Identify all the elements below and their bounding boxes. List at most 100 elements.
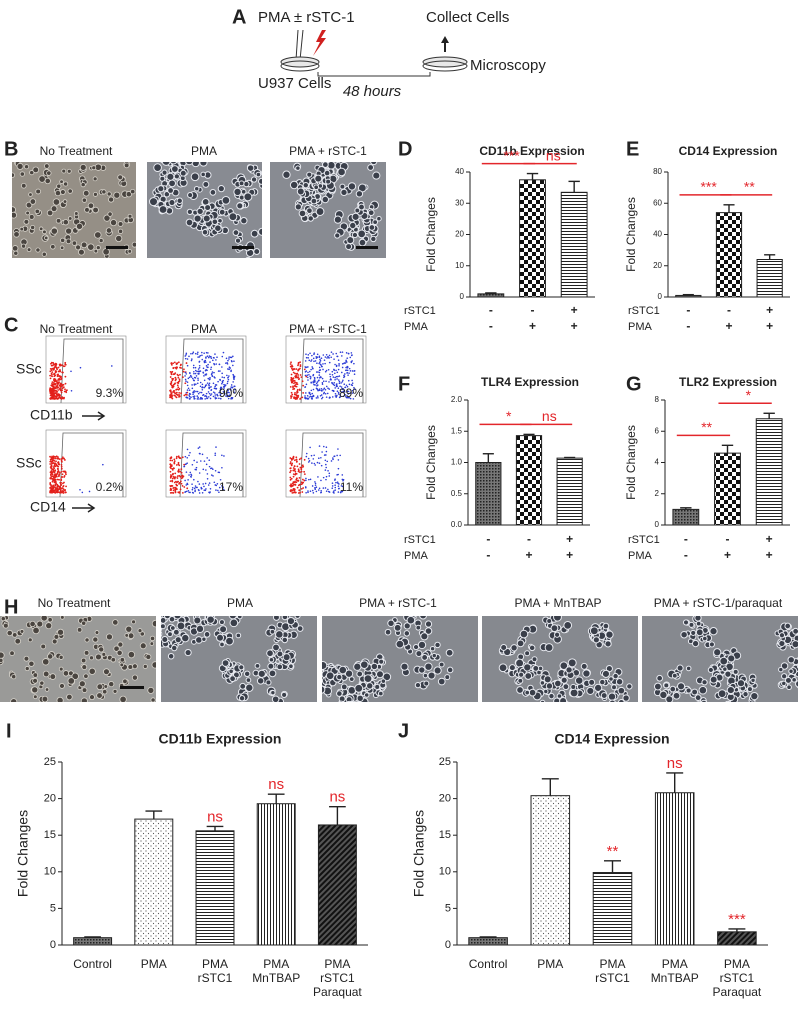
cell: [736, 679, 746, 688]
event: [304, 371, 307, 373]
cell: [612, 672, 619, 680]
event: [50, 361, 53, 364]
event: [206, 369, 208, 372]
cell: [358, 701, 359, 702]
event: [61, 364, 63, 367]
event: [314, 482, 317, 485]
event: [199, 385, 202, 388]
event: [171, 397, 174, 400]
flow-plot: 17%: [165, 429, 247, 498]
event: [348, 367, 351, 370]
event: [56, 471, 59, 473]
event: [175, 378, 177, 381]
cell: [288, 663, 294, 670]
cell: [34, 208, 40, 215]
event: [214, 353, 216, 355]
cell: [13, 250, 19, 256]
event: [315, 355, 318, 358]
event: [199, 398, 201, 400]
event: [294, 468, 296, 470]
event: [171, 386, 174, 389]
y-tick-label: 20: [439, 793, 451, 805]
event: [199, 391, 201, 394]
event: [191, 358, 193, 360]
event: [292, 388, 294, 391]
event: [177, 480, 179, 483]
event: [313, 379, 315, 382]
event: [211, 371, 214, 373]
event: [336, 454, 338, 457]
event: [169, 396, 171, 399]
event: [216, 482, 219, 485]
event: [52, 469, 55, 471]
event: [79, 366, 82, 369]
event: [346, 367, 349, 369]
event: [230, 389, 232, 391]
event: [220, 397, 222, 400]
x-tick-label: Paraquat: [313, 985, 362, 999]
event: [336, 481, 339, 483]
y-axis-label: Fold Changes: [424, 197, 438, 272]
event: [310, 454, 313, 457]
event: [169, 394, 172, 397]
event: [204, 384, 207, 387]
event: [193, 390, 195, 393]
cell: [356, 670, 364, 678]
significance-label: **: [607, 843, 619, 860]
cell: [107, 211, 113, 217]
cell: [676, 682, 686, 691]
event: [337, 491, 340, 493]
cell: [125, 191, 132, 198]
cell: [298, 209, 307, 218]
cell: [229, 618, 239, 628]
cell: [81, 197, 88, 203]
cell: [282, 170, 291, 179]
event: [305, 356, 308, 359]
event: [205, 395, 208, 398]
event: [52, 373, 55, 376]
event: [62, 492, 65, 494]
event: [170, 488, 172, 490]
event: [185, 391, 188, 394]
event: [59, 397, 62, 400]
cell: [23, 218, 30, 225]
x-tick-label: PMA: [324, 957, 350, 971]
event: [219, 379, 222, 381]
event: [317, 489, 320, 491]
event: [291, 364, 293, 367]
condition-name: PMA: [404, 550, 429, 562]
cell: [167, 652, 175, 660]
condition-mark: +: [571, 319, 578, 333]
dish: [422, 60, 468, 72]
cell: [322, 162, 329, 168]
event: [298, 388, 301, 391]
event: [289, 467, 292, 470]
event: [206, 473, 209, 475]
event: [309, 490, 312, 493]
event: [208, 378, 211, 381]
cell: [524, 689, 531, 696]
event: [305, 375, 308, 378]
event: [306, 394, 309, 397]
event: [169, 376, 172, 378]
event: [179, 457, 182, 460]
cell: [286, 616, 296, 626]
event: [297, 480, 300, 482]
event: [49, 491, 52, 494]
event: [178, 464, 181, 467]
cell: [724, 670, 732, 678]
event: [351, 360, 353, 362]
event: [310, 382, 313, 384]
event: [333, 382, 336, 384]
event: [337, 485, 340, 487]
cell: [94, 231, 102, 239]
event: [53, 375, 56, 378]
cell: [337, 167, 346, 177]
cell: [55, 218, 62, 224]
event: [186, 482, 188, 485]
event: [197, 480, 199, 483]
cell: [719, 656, 729, 666]
event: [183, 368, 185, 371]
event: [187, 489, 190, 492]
event: [339, 393, 342, 396]
